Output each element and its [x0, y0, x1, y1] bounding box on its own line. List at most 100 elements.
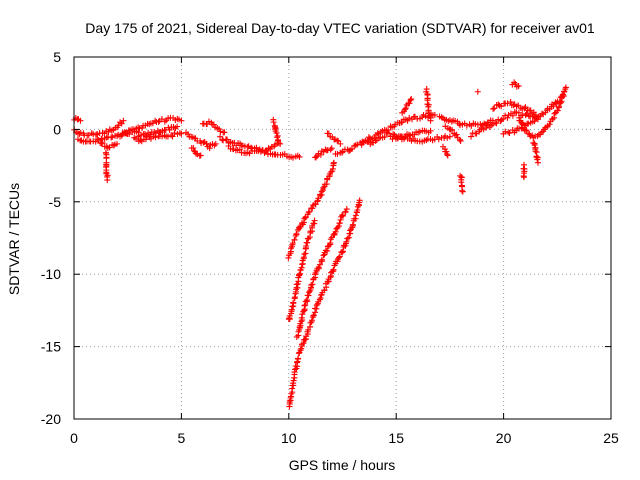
data-point: [306, 208, 313, 215]
x-axis-label: GPS time / hours: [289, 457, 396, 473]
data-point: [534, 156, 541, 163]
data-point: [406, 115, 413, 122]
data-point: [115, 122, 122, 129]
y-tick-label: -15: [41, 339, 61, 355]
data-point: [521, 105, 528, 112]
data-point: [365, 134, 372, 141]
data-point: [95, 136, 102, 143]
y-tick-label: -10: [41, 266, 61, 282]
data-point: [385, 127, 392, 134]
data-point: [522, 104, 529, 111]
plot-frame: [73, 56, 612, 420]
data-point: [99, 139, 106, 146]
data-point: [327, 274, 334, 281]
data-point: [324, 247, 331, 254]
data-point: [135, 124, 142, 131]
data-point: [92, 131, 99, 138]
data-point: [77, 117, 84, 124]
data-point: [343, 206, 350, 213]
data-point: [444, 152, 451, 159]
data-point: [500, 115, 507, 122]
y-tick-label: -5: [49, 194, 62, 210]
data-points: [71, 79, 569, 410]
data-point: [197, 152, 204, 159]
data-point: [515, 102, 522, 109]
data-point: [502, 128, 509, 135]
data-point: [290, 299, 297, 306]
data-point: [327, 146, 334, 153]
data-point: [349, 221, 356, 228]
data-point: [352, 212, 359, 219]
data-point: [303, 297, 310, 304]
data-point: [210, 121, 217, 128]
data-point: [332, 228, 339, 235]
data-point: [147, 135, 154, 142]
data-point: [339, 212, 346, 219]
x-tick-label: 5: [178, 430, 186, 446]
y-tick-label: -20: [41, 411, 61, 427]
data-point: [137, 137, 144, 144]
data-point: [301, 302, 308, 309]
data-point: [519, 121, 526, 128]
data-point: [334, 150, 341, 157]
data-point: [302, 336, 309, 343]
y-tick-label: 5: [53, 49, 61, 65]
data-point: [538, 110, 545, 117]
data-point: [327, 240, 334, 246]
data-point: [262, 147, 269, 154]
data-point: [236, 146, 243, 153]
data-point: [334, 137, 341, 144]
data-point: [351, 142, 358, 149]
data-point: [297, 347, 304, 354]
data-point: [289, 303, 296, 310]
data-point: [527, 107, 534, 114]
data-point: [118, 132, 125, 139]
data-point: [408, 95, 415, 102]
data-point: [174, 123, 181, 130]
data-point: [515, 82, 522, 89]
data-point: [458, 179, 465, 186]
data-point: [453, 131, 460, 138]
data-point: [316, 261, 323, 268]
data-point: [339, 249, 346, 256]
data-point: [295, 355, 302, 362]
data-point: [407, 97, 414, 104]
y-tick-label: 0: [53, 121, 61, 137]
data-point: [312, 271, 319, 278]
data-point: [474, 88, 481, 95]
data-point: [558, 98, 565, 105]
data-point: [555, 104, 562, 111]
data-point: [534, 159, 541, 166]
data-point: [292, 366, 299, 373]
data-point: [521, 174, 528, 181]
data-point: [291, 294, 298, 301]
x-tick-label: 0: [70, 430, 78, 446]
data-point: [308, 282, 315, 289]
data-point: [345, 234, 352, 241]
y-axis-label: SDTVAR / TECUs: [6, 183, 22, 295]
data-point: [337, 140, 344, 147]
data-point: [498, 103, 505, 110]
data-point: [448, 118, 455, 125]
data-point: [416, 128, 423, 135]
data-point: [431, 111, 438, 118]
data-point: [295, 350, 302, 357]
data-point: [546, 121, 553, 128]
data-point: [296, 224, 303, 231]
data-point: [312, 154, 319, 161]
data-point: [327, 168, 334, 175]
data-point: [509, 112, 516, 119]
data-point: [200, 139, 207, 146]
data-point: [301, 251, 308, 258]
data-point: [374, 130, 381, 137]
y-tick-labels: 5 0 -5 -10 -15 -20: [41, 49, 61, 427]
data-point: [317, 151, 324, 158]
data-point: [348, 145, 355, 152]
data-point: [505, 129, 512, 136]
data-point: [169, 133, 176, 140]
data-point: [314, 153, 321, 160]
x-tick-labels: 0 5 10 15 20 25: [70, 430, 619, 446]
data-point: [161, 118, 168, 125]
